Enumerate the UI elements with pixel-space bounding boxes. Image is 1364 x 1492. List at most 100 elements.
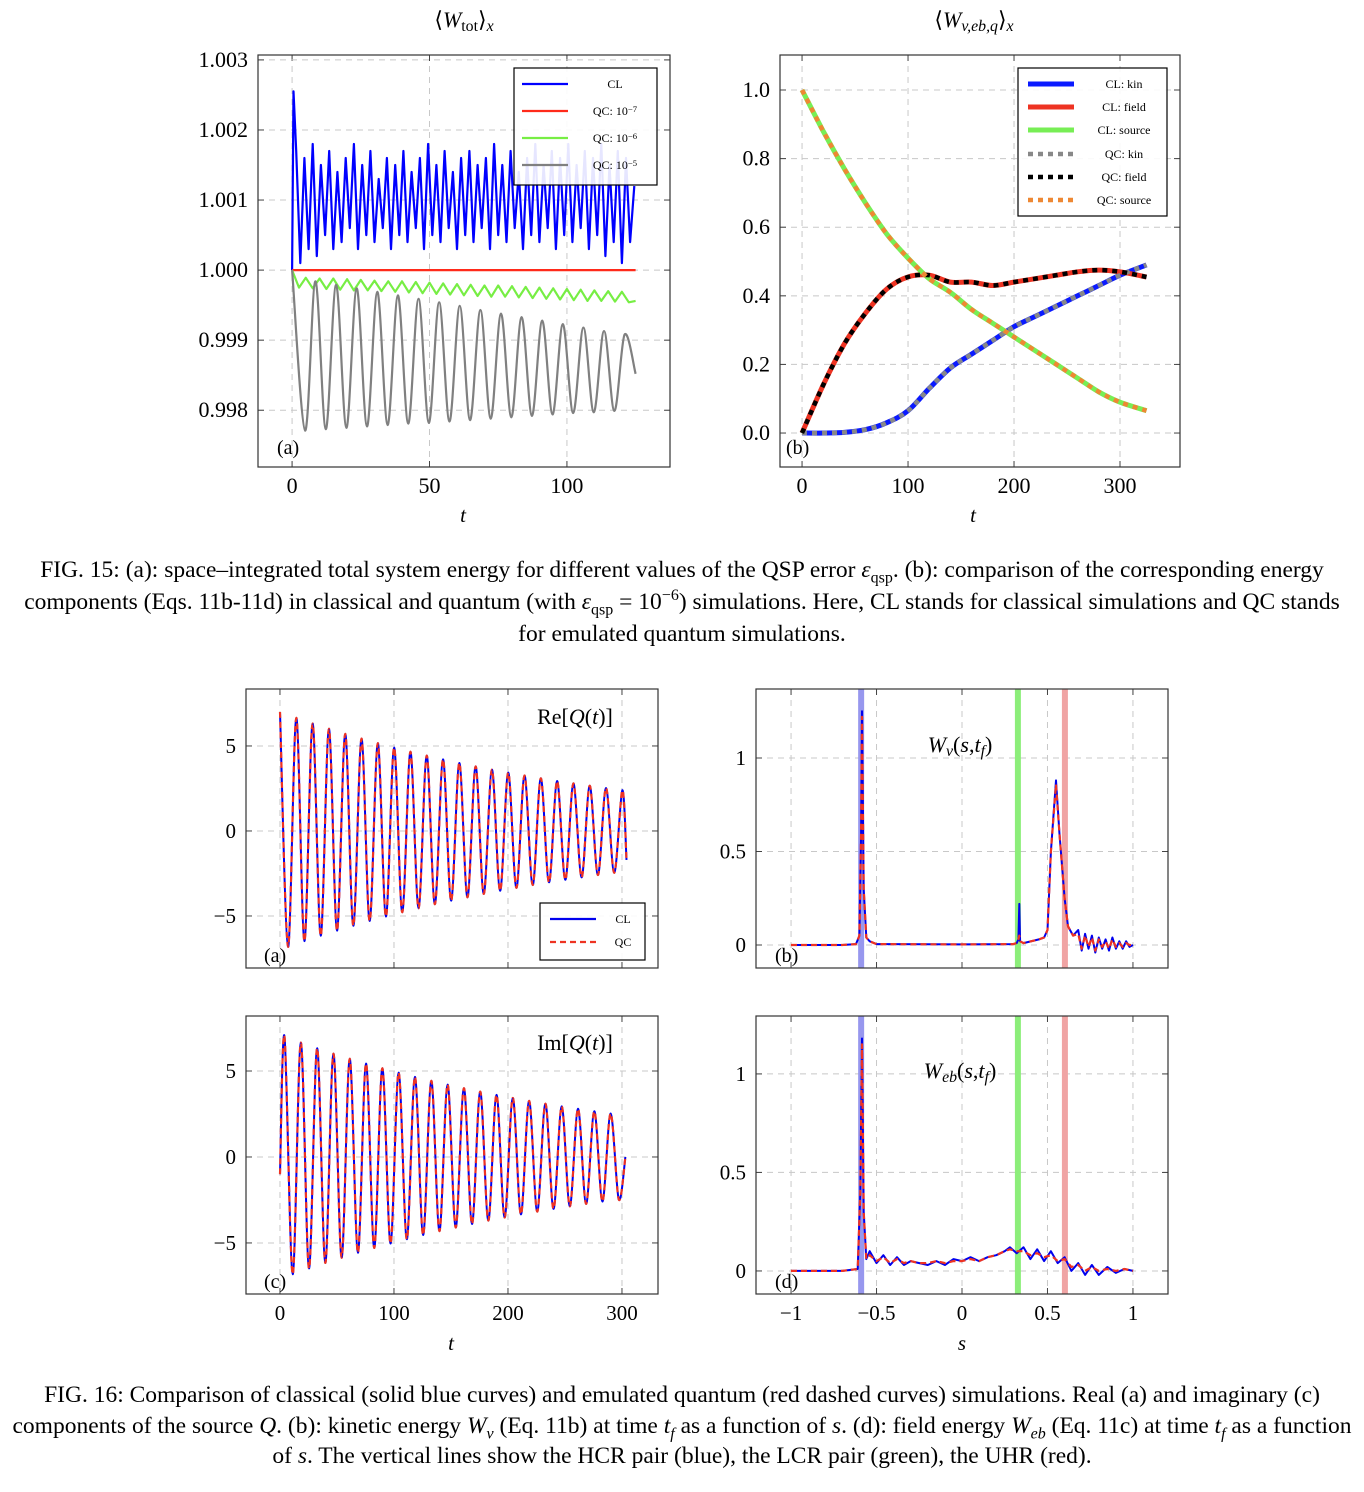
panel-label: (b) bbox=[786, 437, 809, 459]
panel-annotation-part: , bbox=[969, 732, 975, 757]
caption-text: eb bbox=[1030, 1425, 1046, 1443]
series-group bbox=[278, 1034, 627, 1276]
y-tick-label: 0 bbox=[226, 1145, 237, 1169]
caption-text: (Eq. 11c) at time bbox=[1045, 1412, 1215, 1439]
panel-annotation-part: s bbox=[964, 1058, 973, 1083]
legend: CL QC: 10−7QC: 10 −6 QC: 10−5 bbox=[513, 67, 658, 186]
series-group bbox=[791, 1016, 1134, 1294]
y-tick-label: 1.002 bbox=[199, 117, 249, 142]
caption-text: s bbox=[297, 1443, 307, 1469]
y-tick-label: 0.4 bbox=[743, 283, 771, 308]
caption-text: FIG. 16: Comparison of classical (solid … bbox=[12, 1382, 1320, 1439]
legend-label-part: CL: source bbox=[1098, 123, 1151, 137]
panel-annotation: Wv(s,tf) bbox=[928, 732, 993, 760]
panel-annotation-part: t bbox=[592, 704, 599, 729]
y-tick-label: 0.0 bbox=[743, 420, 771, 445]
x-axis-label: t bbox=[448, 1331, 455, 1355]
caption-text: Q bbox=[259, 1412, 277, 1439]
legend-label-part: QC: 10 bbox=[593, 104, 628, 118]
series-line-qc-field bbox=[799, 267, 1147, 434]
panel-label: (a) bbox=[277, 437, 299, 459]
y-tick-label: 0 bbox=[226, 819, 237, 843]
legend-label-part: CL bbox=[615, 912, 630, 926]
x-tick-label: 300 bbox=[1104, 473, 1137, 498]
panel-title-part: ⟩ bbox=[478, 7, 487, 32]
x-tick-label: 0 bbox=[957, 1301, 968, 1325]
panel-label: (d) bbox=[775, 1271, 798, 1293]
panel-title-part: x bbox=[486, 18, 494, 35]
legend: CL: kin CL: field CL: source QC: kin QC: fie… bbox=[1017, 67, 1168, 217]
caption-text: t bbox=[663, 1412, 671, 1439]
panel-title: ⟨Wtot⟩x bbox=[434, 7, 493, 35]
panel-annotation: Web(s,tf) bbox=[924, 1058, 997, 1086]
legend-label-part: −5 bbox=[628, 158, 637, 168]
legend-label: QC: 10−7 bbox=[593, 104, 638, 118]
panel-label: (c) bbox=[264, 1271, 286, 1293]
figure-15-caption: FIG. 15: (a): space–integrated total sys… bbox=[12, 554, 1352, 650]
panel-annotation-part: t bbox=[592, 1030, 599, 1055]
plot-area bbox=[756, 689, 1168, 968]
caption-text: W bbox=[1011, 1412, 1031, 1439]
y-tick-label: 0.8 bbox=[743, 146, 771, 171]
axes-frame bbox=[755, 1015, 1169, 1295]
y-tick-label: 0.6 bbox=[743, 214, 771, 239]
legend-label-part: QC: kin bbox=[1105, 147, 1143, 161]
series-group bbox=[791, 689, 1134, 968]
legend-label-part: QC bbox=[615, 935, 632, 949]
series-line-qc bbox=[278, 711, 628, 949]
chart-panel-b: 0 0.5 1 Wv(s,tf) (b) bbox=[720, 688, 1169, 969]
panel-title-part: v,eb,q bbox=[961, 18, 998, 35]
panel-title-part: ⟩ bbox=[998, 7, 1007, 32]
panel-annotation-part: ( bbox=[953, 732, 960, 757]
y-tick-label: 0.999 bbox=[199, 327, 249, 352]
y-tick-label: 1 bbox=[736, 746, 747, 770]
series-line-qc bbox=[278, 1034, 627, 1276]
y-tick-label: 0.5 bbox=[720, 840, 746, 864]
x-tick-label: 50 bbox=[419, 473, 441, 498]
y-tick-label: 0.2 bbox=[743, 351, 771, 376]
panel-annotation-part: t bbox=[978, 1058, 985, 1083]
caption-text: as a function of bbox=[674, 1412, 833, 1439]
panel-annotation-part: Re[ bbox=[537, 704, 569, 729]
panel-annotation-part: f bbox=[985, 1069, 992, 1086]
x-tick-label: 100 bbox=[550, 473, 583, 498]
caption-text: W bbox=[466, 1412, 487, 1439]
legend-label: CL: kin bbox=[1105, 77, 1142, 91]
panel-annotation-part: W bbox=[928, 732, 948, 757]
legend-label: QC: 10−5 bbox=[593, 158, 637, 172]
caption-text: . (d): field energy bbox=[841, 1412, 1012, 1439]
y-tick-label: 0.998 bbox=[199, 397, 249, 422]
x-axis-label: t bbox=[970, 503, 977, 527]
panel-title: ⟨Wv,eb,q⟩x bbox=[934, 7, 1013, 35]
series-line-qc-source bbox=[800, 88, 1148, 413]
x-tick-label: 0 bbox=[797, 473, 808, 498]
x-axis-label: t bbox=[460, 503, 467, 527]
series-line-qc-10-6 bbox=[291, 269, 636, 304]
panel-title-part: W bbox=[943, 7, 963, 32]
caption-text: qsp bbox=[870, 569, 893, 587]
x-axis-label: s bbox=[958, 1331, 966, 1355]
chart-panel-d: −1 −0.5 0 0.5 100.51 Web(s,tf)s(d) bbox=[720, 1015, 1169, 1355]
caption-text: . (b): kinetic energy bbox=[276, 1412, 467, 1439]
figure-16-caption: FIG. 16: Comparison of classical (solid … bbox=[12, 1380, 1352, 1472]
y-tick-label: 5 bbox=[226, 1059, 237, 1083]
series-line-qc bbox=[791, 715, 1133, 952]
legend-label-part: −6 bbox=[628, 131, 638, 141]
panel-annotation-part: Q bbox=[569, 704, 585, 729]
legend-label-part: CL bbox=[607, 77, 622, 91]
legend-label-part: CL: field bbox=[1102, 100, 1146, 114]
y-tick-label: 1.000 bbox=[199, 257, 249, 282]
y-tick-label: −5 bbox=[214, 1231, 236, 1255]
legend-box bbox=[539, 902, 646, 961]
panel-label: (b) bbox=[775, 945, 798, 967]
panel-title-part: W bbox=[443, 7, 463, 32]
panel-annotation-part: v bbox=[946, 743, 954, 760]
panel-annotation-part: Im[ bbox=[537, 1030, 569, 1055]
panel-annotation: Re[Q(t)] bbox=[537, 704, 613, 729]
panel-title-part: x bbox=[1006, 18, 1014, 35]
caption-text: −6 bbox=[661, 587, 679, 605]
legend: CL QC bbox=[539, 902, 646, 961]
y-tick-label: 0 bbox=[736, 1259, 747, 1283]
panel-annotation-part: ) bbox=[985, 732, 992, 757]
